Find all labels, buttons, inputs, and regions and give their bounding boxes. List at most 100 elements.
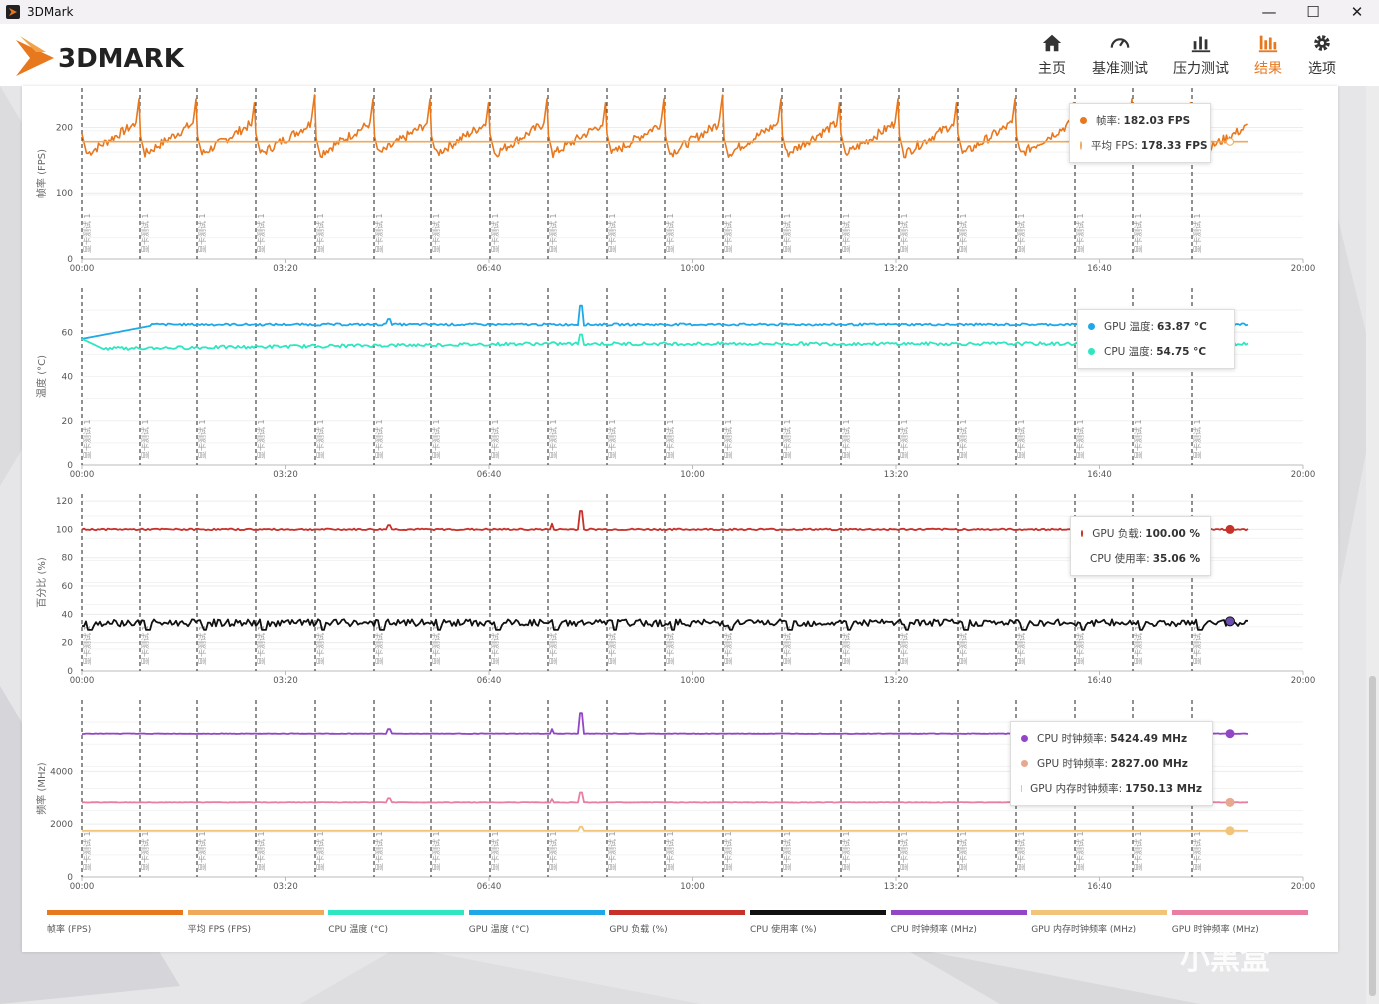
test-marker-label: 显卡测试 1 xyxy=(82,831,92,871)
test-marker-label: 显卡测试 1 xyxy=(723,213,733,253)
legend-dot-icon xyxy=(1088,323,1095,330)
fps-series-line xyxy=(81,94,1248,159)
x-tick-label: 06:40 xyxy=(477,264,502,274)
test-marker-label: 显卡测试 1 xyxy=(958,419,968,459)
test-marker-label: 显卡测试 1 xyxy=(723,419,733,459)
test-marker-label: 显卡测试 1 xyxy=(140,213,150,253)
nav-options[interactable]: 选项 xyxy=(1306,32,1338,78)
legend-item[interactable]: GPU 时钟频率 (MHz) xyxy=(1171,910,1308,935)
tooltip-row: GPU 内存时钟频率: 1750.13 MHz xyxy=(1021,776,1202,801)
gpu-load-series-line xyxy=(81,510,1249,532)
test-marker-label: 显卡测试 1 xyxy=(490,831,500,871)
tooltip-row: GPU 温度: 63.87 °C xyxy=(1088,314,1224,339)
test-marker-label: 显卡测试 1 xyxy=(490,625,500,665)
watermark: 小黑盒 xyxy=(1180,942,1270,977)
legend-item[interactable]: CPU 温度 (°C) xyxy=(328,910,465,935)
y-tick-label: 0 xyxy=(67,255,73,265)
test-marker-label: 显卡测试 1 xyxy=(82,419,92,459)
test-marker-label: 显卡测试 1 xyxy=(82,213,92,253)
x-tick-label: 00:00 xyxy=(70,470,95,480)
tooltip-label: 平均 FPS: xyxy=(1091,140,1138,152)
tooltip-value: 182.03 FPS xyxy=(1123,114,1191,127)
legend-label: GPU 温度 (°C) xyxy=(468,925,530,935)
legend-item[interactable]: GPU 负载 (%) xyxy=(609,910,746,935)
test-marker-label: 显卡测试 1 xyxy=(841,419,851,459)
3dmark-logo[interactable]: 3DMARK xyxy=(16,32,216,78)
x-tick-label: 20:00 xyxy=(1291,676,1316,686)
nav-stress-tests-label: 压力测试 xyxy=(1173,61,1229,77)
gpu-clock-point xyxy=(1225,797,1235,807)
x-tick-label: 10:00 xyxy=(680,264,705,274)
tooltip-value: 100.00 % xyxy=(1145,527,1200,540)
test-marker-label: 显卡测试 1 xyxy=(374,419,384,459)
app-icon xyxy=(6,5,20,19)
nav-options-label: 选项 xyxy=(1308,61,1336,77)
nav-results[interactable]: 结果 xyxy=(1252,32,1284,78)
gpu-mem-clock-point xyxy=(1225,826,1235,836)
test-marker-label: 显卡测试 1 xyxy=(140,831,150,871)
legend-label: CPU 温度 (°C) xyxy=(328,925,389,935)
title-bar: 3DMark xyxy=(0,0,1379,24)
test-marker-label: 显卡测试 1 xyxy=(782,831,792,871)
cpu-temp-series-line xyxy=(81,333,1249,351)
legend-item[interactable]: GPU 温度 (°C) xyxy=(468,910,605,935)
x-tick-label: 20:00 xyxy=(1291,470,1316,480)
nav-benchmarks[interactable]: 基准测试 xyxy=(1090,32,1150,78)
legend-dot-icon xyxy=(1021,760,1028,767)
test-marker-label: 显卡测试 1 xyxy=(899,213,909,253)
test-marker-label: 显卡测试 1 xyxy=(140,419,150,459)
nav-home[interactable]: 主页 xyxy=(1036,32,1068,78)
results-icon xyxy=(1258,35,1278,53)
cpu-usage-point xyxy=(1225,616,1235,627)
test-marker-label: 显卡测试 1 xyxy=(197,213,207,253)
legend-item[interactable]: 帧率 (FPS) xyxy=(47,910,183,935)
gpu-temp-series-line xyxy=(81,304,1249,340)
y-tick-label: 100 xyxy=(56,525,73,535)
test-marker-label: 显卡测试 1 xyxy=(899,625,909,665)
tooltip-value: 2827.00 MHz xyxy=(1111,757,1188,770)
test-marker-label: 显卡测试 1 xyxy=(548,831,558,871)
close-button[interactable]: ✕ xyxy=(1350,3,1364,21)
test-marker-label: 显卡测试 1 xyxy=(315,625,325,665)
x-tick-label: 16:40 xyxy=(1087,882,1112,892)
y-tick-label: 120 xyxy=(56,497,73,507)
maximize-button[interactable]: ☐ xyxy=(1306,3,1320,21)
test-marker-label: 显卡测试 1 xyxy=(665,625,675,665)
test-marker-label: 显卡测试 1 xyxy=(958,625,968,665)
scrollbar-thumb[interactable] xyxy=(1369,676,1376,996)
tooltip-fps: 帧率: 182.03 FPS 平均 FPS: 178.33 FPS xyxy=(1069,103,1211,163)
nav-stress-tests[interactable]: 压力测试 xyxy=(1171,32,1231,78)
test-marker-label: 显卡测试 1 xyxy=(1016,213,1026,253)
tooltip-row: 帧率: 182.03 FPS xyxy=(1080,108,1200,133)
x-tick-label: 20:00 xyxy=(1291,264,1316,274)
test-marker-label: 显卡测试 1 xyxy=(841,831,851,871)
gpu-load-point xyxy=(1225,524,1235,534)
test-marker-label: 显卡测试 1 xyxy=(431,831,441,871)
legend-item[interactable]: CPU 时钟频率 (MHz) xyxy=(890,910,1027,935)
test-marker-label: 显卡测试 1 xyxy=(958,213,968,253)
test-marker-label: 显卡测试 1 xyxy=(1192,625,1202,665)
tooltip-row: GPU 时钟频率: 2827.00 MHz xyxy=(1021,751,1202,776)
legend-label: GPU 负载 (%) xyxy=(609,925,668,935)
legend-label: 帧率 (FPS) xyxy=(47,925,92,935)
test-marker-label: 显卡测试 1 xyxy=(723,625,733,665)
test-marker-label: 显卡测试 1 xyxy=(315,213,325,253)
legend-item[interactable]: GPU 内存时钟频率 (MHz) xyxy=(1031,910,1168,935)
scrollbar[interactable] xyxy=(1366,86,1379,1004)
x-tick-label: 00:00 xyxy=(70,264,95,274)
test-marker-label: 显卡测试 1 xyxy=(256,831,266,871)
test-marker-label: 显卡测试 1 xyxy=(958,831,968,871)
legend-item[interactable]: CPU 使用率 (%) xyxy=(750,910,886,935)
chart-legend: 帧率 (FPS) 平均 FPS (FPS) CPU 温度 (°C) GPU 温度 (°… xyxy=(47,910,1317,940)
x-tick-label: 06:40 xyxy=(477,676,502,686)
tooltip-label: GPU 内存时钟频率: xyxy=(1030,783,1123,795)
legend-item[interactable]: 平均 FPS (FPS) xyxy=(187,910,324,935)
test-marker-label: 显卡测试 1 xyxy=(841,213,851,253)
test-marker-label: 显卡测试 1 xyxy=(256,419,266,459)
tooltip-row: CPU 使用率: 35.06 % xyxy=(1081,546,1200,571)
x-tick-label: 06:40 xyxy=(477,882,502,892)
tooltip-value: 1750.13 MHz xyxy=(1125,782,1202,795)
legend-dot-icon xyxy=(1081,530,1084,537)
minimize-button[interactable]: — xyxy=(1261,3,1277,21)
legend-dot-icon xyxy=(1021,735,1028,742)
